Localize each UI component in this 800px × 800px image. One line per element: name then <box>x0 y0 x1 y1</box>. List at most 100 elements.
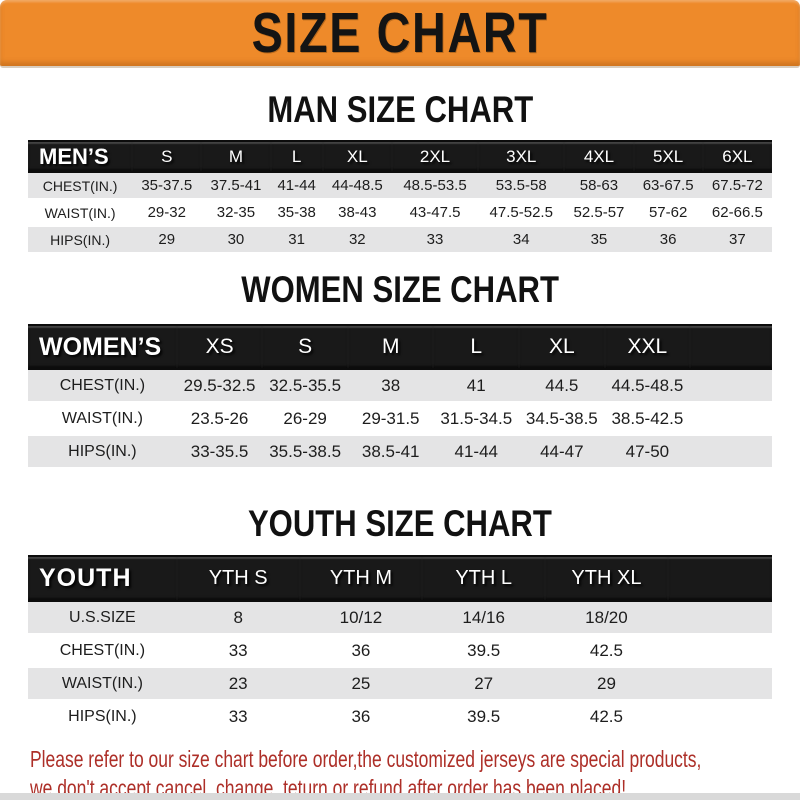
size-cell: 27 <box>422 667 546 701</box>
size-cell: 52.5-57 <box>564 199 634 227</box>
table-row: WAIST(IN.) 23 25 27 29 <box>28 667 772 701</box>
women-section-heading-text: WOMEN SIZE CHART <box>241 269 559 310</box>
size-table-header-row: WOMEN’S XS S M L XL XXL <box>28 324 772 370</box>
size-cell: 26-29 <box>262 402 348 436</box>
size-cell: 31 <box>270 226 323 254</box>
row-label: HIPS(IN.) <box>28 435 177 469</box>
size-cell: 36 <box>299 700 423 734</box>
size-cell: 48.5-53.5 <box>391 172 479 200</box>
size-cell: 41-44 <box>270 172 323 200</box>
size-cell: 33-35.5 <box>176 435 263 469</box>
size-column-header: M <box>201 140 271 173</box>
women-table-wrap: WOMEN’S XS S M L XL XXL CHEST(IN.) 29.5-32.5 32.5… <box>28 324 772 469</box>
size-cell: 38-43 <box>322 199 392 227</box>
size-cell: 38 <box>347 369 434 403</box>
size-cell: 10/12 <box>299 601 423 635</box>
men-section-heading: MAN SIZE CHART <box>0 91 800 128</box>
size-cell: 57-62 <box>633 199 703 227</box>
table-row: CHEST(IN.) 35-37.5 37.5-41 41-44 44-48.5 48.5… <box>28 172 772 200</box>
men-section-heading-text: MAN SIZE CHART <box>267 89 533 130</box>
row-label: WAIST(IN.) <box>28 667 177 701</box>
size-column-header: 2XL <box>391 140 479 173</box>
table-row: HIPS(IN.) 33 36 39.5 42.5 <box>28 700 772 734</box>
size-column-header: L <box>433 324 520 370</box>
youth-section-heading: YOUTH SIZE CHART <box>0 505 800 542</box>
size-cell: 14/16 <box>422 601 546 635</box>
row-label: U.S.SIZE <box>28 601 177 635</box>
row-spacer-cell <box>667 634 772 668</box>
size-cell: 32.5-35.5 <box>262 369 348 403</box>
table-row: CHEST(IN.) 33 36 39.5 42.5 <box>28 634 772 668</box>
size-column-header: YTH S <box>176 555 300 602</box>
size-table-corner-label: MEN’S <box>28 140 133 173</box>
women-size-table: WOMEN’S XS S M L XL XXL CHEST(IN.) 29.5-32.5 32.5… <box>28 324 772 469</box>
size-cell: 32 <box>322 226 392 254</box>
size-column-header: M <box>347 324 434 370</box>
youth-size-table: YOUTH YTH S YTH M YTH L YTH XL U.S.SIZE 8 10/12… <box>28 555 772 734</box>
row-label: WAIST(IN.) <box>28 402 177 436</box>
size-cell: 30 <box>201 226 271 254</box>
size-column-header: YTH M <box>299 555 423 602</box>
size-column-header: L <box>270 140 323 173</box>
order-disclaimer: Please refer to our size chart before or… <box>30 745 800 800</box>
row-spacer-cell <box>690 402 772 436</box>
size-cell: 42.5 <box>545 700 668 734</box>
size-chart-banner: SIZE CHART <box>0 0 800 68</box>
size-cell: 44-47 <box>519 435 605 469</box>
size-column-header: XXL <box>604 324 691 370</box>
row-spacer-cell <box>667 601 772 635</box>
size-cell: 63-67.5 <box>633 172 703 200</box>
men-table-wrap: MEN’S S M L XL 2XL 3XL 4XL 5XL 6XL CHEST(IN.) 35-37… <box>28 140 772 254</box>
size-cell: 18/20 <box>545 601 668 635</box>
size-column-header: XS <box>176 324 263 370</box>
size-cell: 47.5-52.5 <box>478 199 565 227</box>
row-label: CHEST(IN.) <box>28 634 177 668</box>
size-cell: 42.5 <box>545 634 668 668</box>
table-row: HIPS(IN.) 29 30 31 32 33 34 35 36 37 <box>28 226 772 254</box>
size-cell: 35 <box>564 226 634 254</box>
size-cell: 67.5-72 <box>702 172 772 200</box>
size-cell: 34 <box>478 226 565 254</box>
table-row: U.S.SIZE 8 10/12 14/16 18/20 <box>28 601 772 635</box>
size-cell: 35.5-38.5 <box>262 435 348 469</box>
size-cell: 34.5-38.5 <box>519 402 605 436</box>
size-cell: 33 <box>176 700 300 734</box>
size-cell: 35-37.5 <box>132 172 202 200</box>
size-cell: 37 <box>702 226 772 254</box>
size-cell: 37.5-41 <box>201 172 271 200</box>
size-cell: 32-35 <box>201 199 271 227</box>
size-cell: 44.5 <box>519 369 605 403</box>
youth-section-heading-text: YOUTH SIZE CHART <box>248 503 552 544</box>
size-cell: 44.5-48.5 <box>604 369 691 403</box>
table-row: WAIST(IN.) 29-32 32-35 35-38 38-43 43-47.5 47.… <box>28 199 772 227</box>
size-cell: 36 <box>633 226 703 254</box>
size-cell: 29 <box>132 226 202 254</box>
size-column-header: 6XL <box>702 140 772 173</box>
row-spacer-cell <box>667 667 772 701</box>
men-size-table: MEN’S S M L XL 2XL 3XL 4XL 5XL 6XL CHEST(IN.) 35-37… <box>28 140 772 254</box>
row-label: HIPS(IN.) <box>28 226 133 254</box>
size-table-corner-label: WOMEN’S <box>28 324 177 370</box>
size-cell: 39.5 <box>422 634 546 668</box>
size-table-header-row: MEN’S S M L XL 2XL 3XL 4XL 5XL 6XL <box>28 140 772 173</box>
page-title: SIZE CHART <box>251 0 549 65</box>
size-column-header: XL <box>519 324 605 370</box>
size-cell: 33 <box>176 634 300 668</box>
row-spacer-cell <box>690 369 772 403</box>
size-cell: 62-66.5 <box>702 199 772 227</box>
size-cell: 29 <box>545 667 668 701</box>
size-column-header: S <box>262 324 348 370</box>
disclaimer-line-1: Please refer to our size chart before or… <box>30 746 702 772</box>
size-cell: 23 <box>176 667 300 701</box>
size-table-corner-label: YOUTH <box>28 555 177 602</box>
size-cell: 41-44 <box>433 435 520 469</box>
size-cell: 29.5-32.5 <box>176 369 263 403</box>
size-cell: 23.5-26 <box>176 402 263 436</box>
size-cell: 36 <box>299 634 423 668</box>
size-cell: 38.5-41 <box>347 435 434 469</box>
size-column-header: XL <box>322 140 392 173</box>
bottom-edge-strip <box>0 793 800 800</box>
size-cell: 29-32 <box>132 199 202 227</box>
size-column-header: YTH XL <box>545 555 668 602</box>
size-cell: 47-50 <box>604 435 691 469</box>
